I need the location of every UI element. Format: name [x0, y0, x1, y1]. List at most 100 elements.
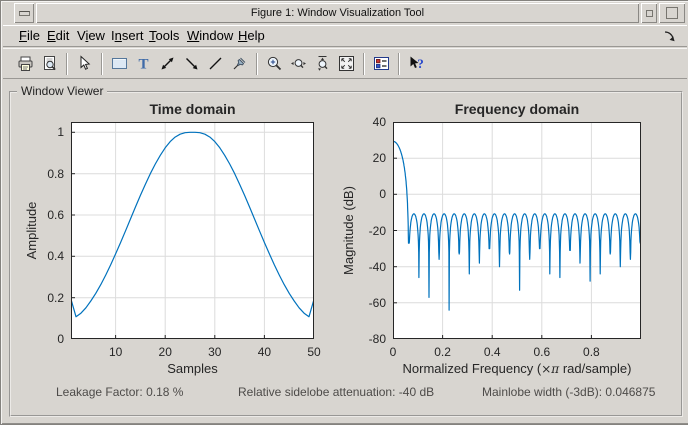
freq-ytick-label: -40 [368, 259, 386, 274]
insert-double-arrow-icon [161, 57, 174, 70]
time-ytick-label: 0.8 [47, 166, 64, 181]
insert-arrow-icon [186, 58, 198, 70]
leakage-factor-status: Leakage Factor: 0.18 % [56, 385, 183, 399]
freq-xtick-label: 0.4 [483, 345, 501, 359]
restore-view-icon [339, 56, 354, 71]
menu-help[interactable]: Help [238, 28, 265, 43]
insert-rectangle-icon [112, 58, 127, 69]
zoom-y-icon [318, 56, 328, 71]
time-ytick-label: 1 [57, 125, 64, 140]
toolbar-separator [360, 52, 368, 75]
time-xtick-label: 10 [108, 345, 123, 359]
freq-ytick-label: 40 [372, 115, 386, 129]
dock-figure-icon[interactable] [663, 29, 677, 43]
freq-ytick-label: 0 [379, 187, 386, 202]
freq-ytick-label: -60 [368, 295, 386, 310]
window-menu-button[interactable] [14, 3, 34, 23]
insert-line-button[interactable] [205, 52, 226, 76]
time-ytick-label: 0.2 [47, 290, 64, 305]
time-xtick-label: 30 [208, 345, 222, 359]
print-preview-icon [44, 56, 56, 71]
freq-xtick-label: 0.2 [434, 345, 451, 359]
freq-ytick-label: -80 [368, 332, 386, 346]
mainlobe-width-label: Mainlobe width (-3dB): [482, 385, 603, 399]
leakage-factor-value: 0.18 % [146, 385, 184, 399]
zoom-in-icon [267, 56, 282, 71]
zoom-in-button[interactable] [264, 52, 285, 76]
menu-insert[interactable]: Insert [111, 28, 144, 43]
xlabel-prefix: Normalized Frequency ( [402, 361, 542, 376]
pin-to-axes-button[interactable] [229, 52, 250, 76]
freq-xtick-label: 0.6 [533, 345, 551, 359]
menu-file[interactable]: File [19, 28, 40, 43]
freq-xlabel: Normalized Frequency (×π rad/sample) [393, 361, 641, 376]
restore-view-button[interactable] [336, 52, 357, 76]
sidelobe-attenuation-value: -40 dB [398, 385, 435, 399]
legend-button[interactable] [371, 52, 392, 76]
toolbar-separator [395, 52, 403, 75]
time-plot-area[interactable] [71, 122, 314, 339]
print-button[interactable] [15, 52, 36, 76]
sidelobe-attenuation-label: Relative sidelobe attenuation: [238, 385, 396, 399]
toolbar-separator [63, 52, 71, 75]
time-ytick-label: 0.4 [47, 249, 64, 264]
menu-view[interactable]: View [77, 28, 105, 43]
toolbar-separator [98, 52, 106, 75]
time-xtick-label: 40 [257, 345, 272, 359]
time-chart-title: Time domain [149, 101, 236, 117]
maximize-icon [666, 7, 678, 19]
zoom-x-icon [291, 59, 306, 69]
edit-plot-pointer-button[interactable] [74, 52, 95, 76]
menu-window[interactable]: Window [187, 28, 234, 43]
whats-this-icon: ? [410, 56, 424, 71]
edit-plot-pointer-icon [80, 55, 91, 70]
mainlobe-width-value: 0.046875 [605, 385, 656, 399]
time-ytick-label: 0.6 [47, 208, 64, 222]
whats-this-button[interactable]: ? [406, 52, 427, 76]
zoom-x-button[interactable] [288, 52, 309, 76]
time-xlabel: Samples [167, 361, 218, 376]
pin-to-axes-icon [233, 57, 246, 70]
freq-ylabel: Magnitude (dB) [340, 185, 356, 275]
toolbar: T? [3, 48, 687, 79]
menu-tools[interactable]: Tools [149, 28, 180, 43]
insert-line-icon [209, 57, 222, 70]
freq-xtick-label: 0.8 [583, 345, 600, 359]
zoom-y-button[interactable] [312, 52, 333, 76]
time-ytick-label: 0 [57, 332, 64, 346]
insert-text-button[interactable]: T [133, 52, 154, 76]
window-title: Figure 1: Window Visualization Tool [36, 3, 639, 23]
freq-ytick-label: -20 [368, 223, 386, 238]
print-icon [18, 56, 33, 71]
toolbar-separator [253, 52, 261, 75]
time-xtick-label: 20 [158, 345, 172, 359]
freq-xtick-label: 0 [389, 345, 397, 359]
insert-text-icon: T [138, 57, 148, 73]
svg-text:?: ? [417, 56, 424, 71]
freq-ytick-label: 20 [372, 151, 386, 166]
window-viewer-groupbox [9, 91, 683, 417]
sidelobe-attenuation-status: Relative sidelobe attenuation: -40 dB [238, 385, 434, 399]
xlabel-suffix: rad/sample) [559, 361, 632, 376]
iconify-icon [645, 9, 653, 17]
window-menu-icon [18, 10, 30, 16]
insert-double-arrow-button[interactable] [157, 52, 178, 76]
insert-arrow-button[interactable] [181, 52, 202, 76]
leakage-factor-label: Leakage Factor: [56, 385, 143, 399]
time-ylabel: Amplitude [23, 201, 39, 259]
window-viewer-label: Window Viewer [17, 84, 108, 98]
menubar: File Edit View Insert Tools Window Help [3, 25, 687, 47]
svg-text:T: T [138, 57, 148, 73]
mainlobe-width-status: Mainlobe width (-3dB): 0.046875 [482, 385, 655, 399]
maximize-button[interactable] [659, 3, 685, 23]
time-xtick-label: 50 [307, 345, 321, 359]
print-preview-button[interactable] [39, 52, 60, 76]
freq-chart-title: Frequency domain [454, 101, 580, 117]
times-pi-symbol: ×π [541, 362, 560, 376]
titlebar: Figure 1: Window Visualization Tool [3, 3, 687, 23]
freq-plot-area[interactable] [393, 122, 641, 339]
insert-rectangle-button[interactable] [109, 52, 130, 76]
menu-edit[interactable]: Edit [47, 28, 70, 43]
iconify-button[interactable] [641, 3, 657, 23]
